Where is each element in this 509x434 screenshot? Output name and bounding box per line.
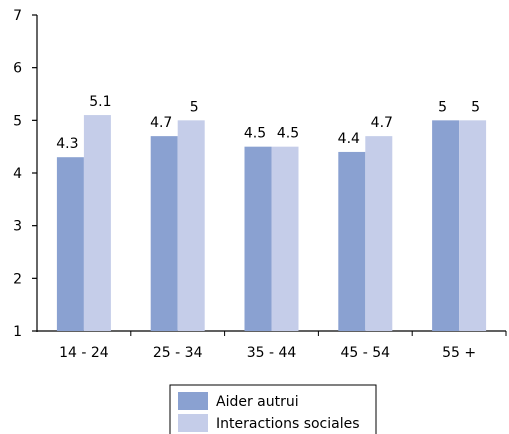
bars — [56, 115, 487, 331]
x-tick-label: 55 + — [442, 345, 476, 361]
y-tick-label: 6 — [13, 61, 22, 77]
bar — [150, 136, 178, 331]
x-tick-label: 35 - 44 — [247, 345, 297, 361]
y-axis: 1 2 3 4 5 6 7 — [13, 8, 38, 340]
x-tick-label: 45 - 54 — [341, 345, 391, 361]
bar — [56, 157, 84, 331]
data-label: 5 — [190, 99, 199, 115]
y-tick-label: 2 — [13, 271, 22, 287]
legend-swatch — [178, 414, 208, 432]
bar — [459, 120, 487, 331]
data-label: 4.3 — [56, 136, 78, 152]
legend-swatch — [178, 392, 208, 410]
data-label: 4.5 — [244, 126, 266, 142]
bar — [271, 146, 299, 331]
bar — [244, 146, 272, 331]
data-label: 5.1 — [89, 94, 111, 110]
data-labels: 4.3 5.1 4.7 5 4.5 4.5 4.4 4.7 5 5 — [56, 94, 480, 152]
data-label: 5 — [471, 99, 480, 115]
data-label: 5 — [438, 99, 447, 115]
x-tick-label: 14 - 24 — [59, 345, 109, 361]
legend: Aider autrui Interactions sociales — [169, 384, 377, 434]
y-tick-label: 1 — [13, 324, 22, 340]
bar — [177, 120, 205, 331]
data-label: 4.4 — [338, 131, 360, 147]
bar — [365, 136, 393, 331]
y-tick-label: 4 — [13, 166, 22, 182]
x-axis: 14 - 24 25 - 34 35 - 44 45 - 54 55 + — [37, 330, 507, 361]
bar — [83, 115, 111, 331]
data-label: 4.5 — [277, 126, 299, 142]
legend-label: Aider autrui — [216, 394, 299, 410]
x-tick-label: 25 - 34 — [153, 345, 203, 361]
y-tick-label: 3 — [13, 219, 22, 235]
data-label: 4.7 — [371, 115, 393, 131]
bar — [432, 120, 460, 331]
bar — [338, 151, 366, 331]
y-tick-label: 5 — [13, 113, 22, 129]
data-label: 4.7 — [150, 115, 172, 131]
y-tick-label: 7 — [13, 8, 22, 24]
legend-label: Interactions sociales — [216, 416, 360, 432]
